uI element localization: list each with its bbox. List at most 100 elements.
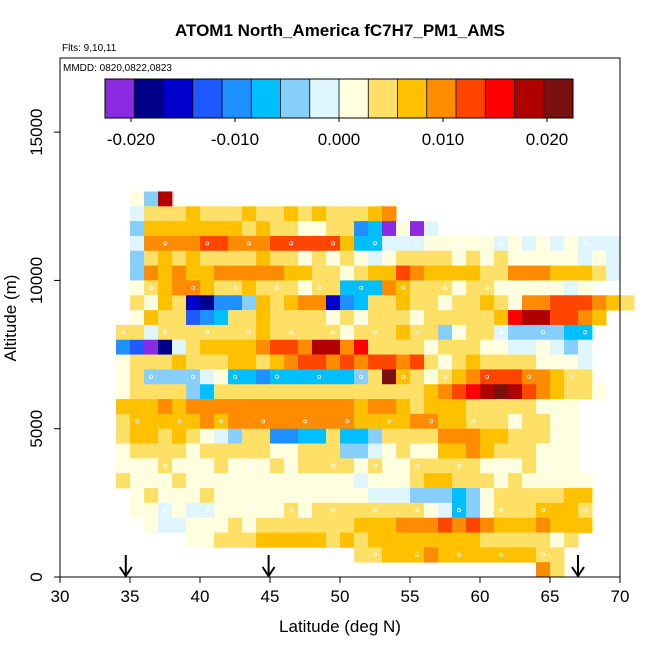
heatmap-cell (424, 547, 439, 563)
heatmap-cell (228, 221, 243, 237)
heatmap-cell (172, 488, 187, 504)
heatmap-cell (508, 488, 523, 504)
heatmap-cell (522, 265, 537, 281)
down-arrow-head-icon (571, 566, 585, 578)
heatmap-cell (270, 488, 285, 504)
heatmap-cell (592, 310, 607, 326)
heatmap-cell (452, 324, 467, 341)
heatmap-cell (368, 295, 383, 311)
heatmap-cell (200, 443, 215, 459)
heatmap-cell (494, 517, 509, 533)
heatmap-cell (116, 324, 131, 341)
heatmap-cell (466, 354, 481, 370)
heatmap-cell (158, 428, 173, 444)
heatmap-cell (564, 399, 579, 415)
x-tick-label: 60 (471, 587, 490, 606)
heatmap-cell (466, 502, 481, 519)
heatmap-cell (564, 502, 579, 519)
heatmap-cell (284, 369, 299, 385)
heatmap-cell (508, 473, 523, 489)
heatmap-cell (578, 473, 593, 489)
heatmap-cell (284, 221, 299, 237)
sample-point (316, 285, 321, 290)
heatmap-cell (578, 354, 593, 370)
heatmap-cell (144, 502, 159, 519)
sample-point (121, 330, 126, 335)
heatmap-cell (368, 354, 383, 370)
heatmap-cell (536, 310, 551, 326)
heatmap-cell (536, 502, 551, 519)
heatmap-cell (172, 324, 187, 341)
heatmap-cell (550, 547, 565, 563)
heatmap-cell (494, 369, 509, 385)
heatmap-cell (158, 517, 173, 533)
colorbar-swatch (105, 79, 135, 118)
heatmap-cell (508, 399, 523, 415)
heatmap-cell (200, 206, 215, 222)
heatmap-cell (522, 517, 537, 533)
heatmap-cell (298, 384, 313, 400)
heatmap-cell (354, 235, 369, 252)
colorbar-tick-label: -0.020 (107, 130, 155, 149)
sample-point (400, 374, 405, 379)
heatmap-cell (466, 384, 481, 400)
heatmap-cell (508, 235, 523, 252)
x-tick-label: 35 (121, 587, 140, 606)
heatmap-cell (424, 354, 439, 370)
x-axis: 30 35 40 45 50 55 60 65 70 (51, 576, 630, 606)
heatmap-cell (256, 413, 271, 430)
heatmap-cell (130, 221, 145, 237)
heatmap-cell (270, 221, 285, 237)
heatmap-cell (578, 384, 593, 400)
heatmap-cell (284, 250, 299, 266)
heatmap-cell (354, 532, 369, 548)
x-axis-label: Latitude (deg N) (279, 617, 401, 636)
heatmap-cell (186, 428, 201, 444)
colorbar-swatch (368, 79, 398, 118)
heatmap-cell (452, 413, 467, 430)
colorbar: -0.020 -0.010 0.000 0.010 0.020 (104, 78, 574, 149)
heatmap-cell (326, 532, 341, 548)
heatmap-cell (410, 250, 425, 266)
heatmap-cell (242, 339, 257, 355)
heatmap-cell (508, 369, 523, 385)
sample-point (162, 330, 167, 335)
heatmap-cell (186, 221, 201, 237)
x-tick-label: 70 (611, 587, 630, 606)
heatmap-cell (550, 339, 565, 355)
sample-point (204, 330, 209, 335)
heatmap-cell (158, 310, 173, 326)
heatmap-cell (214, 428, 229, 444)
heatmap-cell (536, 488, 551, 504)
heatmap-cell (452, 443, 467, 459)
heatmap-cell (214, 235, 229, 252)
heatmap-cell (312, 310, 327, 326)
heatmap-cell (298, 280, 313, 296)
heatmap-cell (130, 250, 145, 266)
heatmap-cell (326, 324, 341, 341)
heatmap-cell (466, 295, 481, 311)
heatmap-cell (494, 473, 509, 489)
heatmap-cell (466, 310, 481, 326)
heatmap-cell (270, 265, 285, 281)
heatmap-cell (410, 532, 425, 548)
heatmap-cell (480, 458, 495, 474)
heatmap-cell (200, 310, 215, 326)
heatmap-cell (382, 280, 397, 296)
sample-point (583, 330, 588, 335)
heatmap-cell (438, 458, 453, 474)
heatmap-cell (382, 458, 397, 474)
sample-point (344, 419, 349, 424)
heatmap-cell (382, 250, 397, 266)
heatmap-cell (214, 532, 229, 548)
sample-point (456, 241, 461, 246)
sample-point (204, 463, 209, 468)
heatmap-cell (270, 532, 285, 548)
heatmap-cell (494, 488, 509, 504)
heatmap-cell (130, 191, 145, 207)
heatmap-cell (158, 443, 173, 459)
heatmap-cell (312, 502, 327, 519)
heatmap-cell (536, 547, 551, 563)
heatmap-cell (284, 517, 299, 533)
heatmap-cell (550, 280, 565, 296)
